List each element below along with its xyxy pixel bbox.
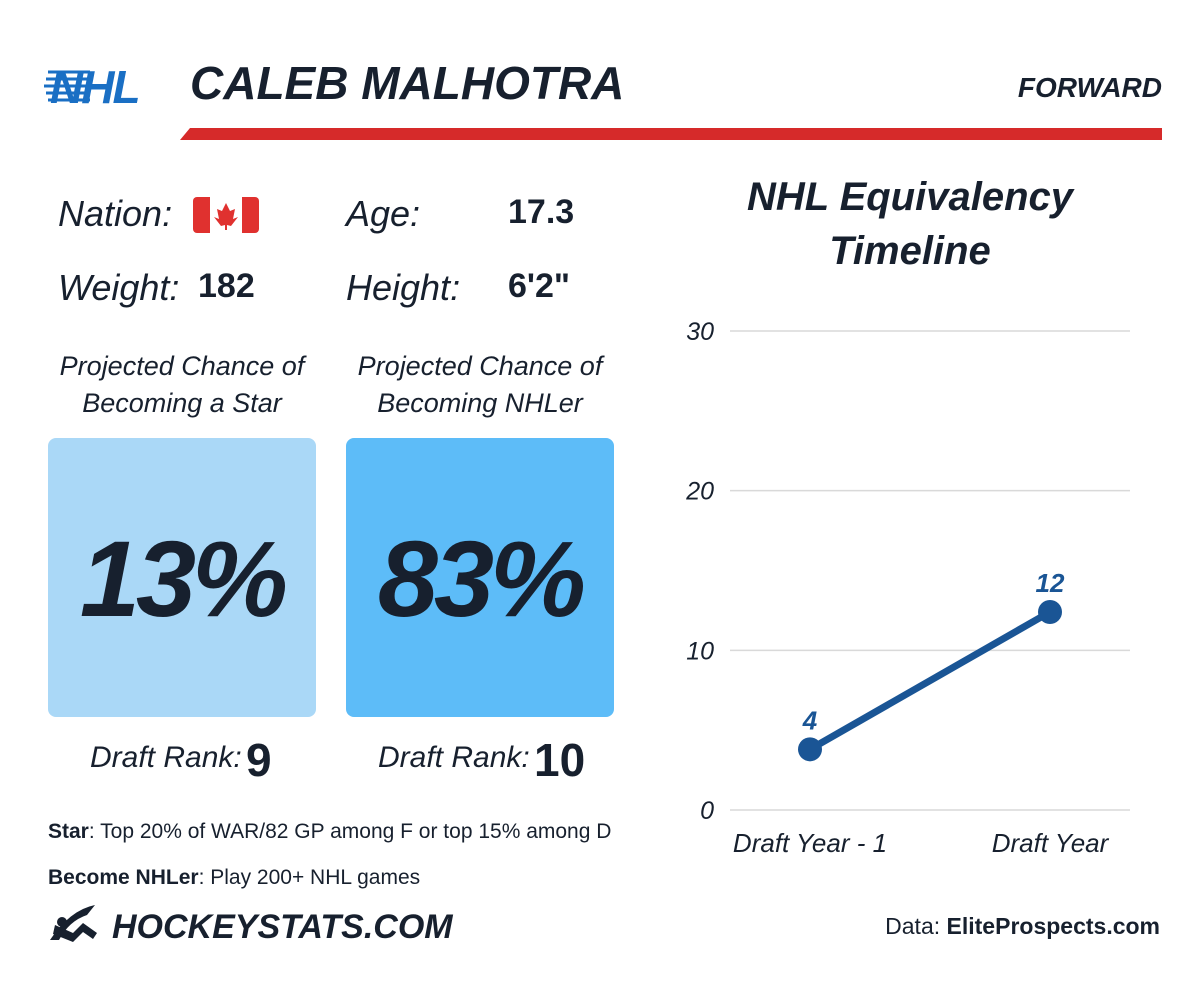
definition-term: Star bbox=[48, 820, 89, 843]
hockeystats-icon bbox=[50, 905, 97, 942]
source: Data: EliteProspects.com bbox=[885, 913, 1160, 940]
y-tick-label: 0 bbox=[700, 797, 714, 825]
weight-value: 182 bbox=[198, 267, 255, 305]
source-label: Data: bbox=[885, 913, 947, 939]
player-name: CALEB MALHOTRA bbox=[190, 57, 625, 109]
definition-text: : Top 20% of WAR/82 GP among F or top 15… bbox=[88, 820, 612, 843]
definition: Become NHLer: Play 200+ NHL games bbox=[48, 866, 420, 890]
projection-caption: Projected Chance of Becoming a Star bbox=[59, 351, 305, 418]
header-rule bbox=[180, 128, 1162, 140]
brand: HOCKEYSTATS.COM bbox=[112, 908, 453, 946]
source-name: EliteProspects.com bbox=[946, 913, 1160, 939]
projection-box bbox=[346, 438, 614, 717]
value-label: 4 bbox=[802, 705, 818, 735]
y-tick-label: 10 bbox=[686, 637, 714, 665]
projection-caption: Projected Chance of Becoming NHLer bbox=[357, 351, 603, 418]
league-logo: NHL bbox=[50, 61, 141, 113]
age-label: Age: bbox=[346, 193, 421, 234]
draft-rank: 10 bbox=[534, 734, 586, 786]
x-tick-label: Draft Year bbox=[992, 828, 1110, 858]
y-tick-label: 20 bbox=[685, 478, 714, 506]
point bbox=[1038, 600, 1062, 625]
projection-value: 83% bbox=[377, 518, 586, 639]
line bbox=[808, 608, 1052, 753]
point bbox=[798, 737, 822, 762]
y-tick-label: 30 bbox=[686, 318, 714, 346]
draft-rank: 9 bbox=[246, 734, 272, 786]
chart-title: NHL Equivalency Timeline bbox=[746, 175, 1074, 273]
definition-term: Become NHLer bbox=[48, 866, 199, 889]
height-value: 6'2" bbox=[508, 267, 571, 305]
definition-text: : Play 200+ NHL games bbox=[198, 866, 421, 889]
draft-rank-label: Draft Rank: bbox=[378, 741, 530, 774]
player-position: FORWARD bbox=[1017, 72, 1162, 103]
weight-label: Weight: bbox=[58, 267, 180, 308]
projection-value: 13% bbox=[79, 518, 288, 639]
height-label: Height: bbox=[346, 267, 461, 308]
age-value: 17.3 bbox=[508, 193, 575, 231]
x-tick-label: Draft Year - 1 bbox=[733, 828, 887, 858]
projection-box bbox=[48, 438, 316, 717]
value-label: 12 bbox=[1036, 568, 1065, 598]
nation-label: Nation: bbox=[58, 193, 173, 234]
nhl-logo-lines bbox=[44, 70, 90, 102]
draft-rank-label: Draft Rank: bbox=[90, 741, 242, 774]
canada-flag bbox=[193, 197, 259, 233]
definition: Star: Top 20% of WAR/82 GP among F or to… bbox=[48, 820, 611, 844]
